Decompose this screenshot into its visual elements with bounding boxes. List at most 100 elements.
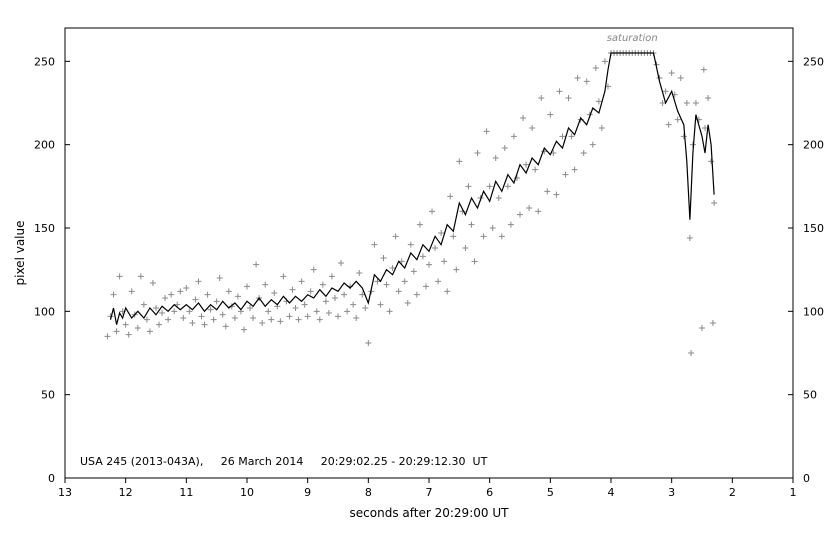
data-point [104,333,111,340]
data-point [523,161,530,168]
data-point [134,325,141,331]
x-tick-label: 11 [179,486,193,499]
data-point [177,288,184,295]
data-point [480,233,487,240]
x-axis-title: seconds after 20:29:00 UT [350,506,510,520]
data-point [277,318,284,325]
data-point [568,133,575,140]
data-point [186,308,193,315]
x-tick-label: 2 [729,486,736,499]
data-point [153,305,159,311]
data-point [426,261,432,268]
data-point [683,100,690,106]
data-point [371,241,378,248]
data-point [113,328,120,335]
data-point [702,125,709,131]
data-point [183,285,190,291]
data-point [244,283,250,290]
y-tick-label-right: 50 [803,389,817,402]
data-point [149,280,156,286]
data-point [529,125,536,131]
data-point [407,241,414,248]
data-point [410,268,417,275]
data-point [453,266,460,273]
y-axis-title: pixel value [13,221,27,286]
data-point [295,316,302,323]
data-point [553,191,560,198]
data-point [374,278,381,285]
data-point [344,308,351,315]
data-point [122,321,129,328]
y-tick-label-left: 50 [41,389,55,402]
data-point [319,281,326,288]
data-point [259,320,266,326]
data-point [128,288,135,295]
data-point [180,315,187,321]
data-point [341,291,348,298]
data-point [538,95,545,101]
data-point [140,301,147,308]
data-point [699,325,705,331]
data-point [304,313,311,320]
data-point [404,300,411,306]
data-point [556,88,563,95]
data-point [168,291,175,298]
data-point [507,221,514,228]
data-point [192,296,199,303]
y-tick-label-left: 150 [34,222,55,235]
data-point [165,316,172,323]
data-point [292,305,299,311]
data-point [386,308,393,315]
data-point [228,303,235,310]
data-point [289,286,296,293]
data-point [547,111,554,118]
data-point [307,288,314,295]
x-axis: 13 12 11 10 9 8 7 6 5 4 3 2 1 [58,478,797,499]
data-point [419,253,426,260]
data-point [686,235,693,241]
data-point [322,298,329,305]
data-point [231,315,238,321]
y-tick-label-right: 250 [803,55,824,68]
data-point [456,158,463,165]
data-point [501,145,508,151]
data-point [310,266,317,273]
data-point [592,65,599,71]
data-point [216,275,223,281]
data-point [380,255,387,261]
data-point [250,315,257,321]
data-point [159,310,166,316]
data-point [198,313,205,320]
data-point [225,288,232,295]
data-point [429,208,436,215]
data-point [171,308,178,315]
data-point [325,310,332,316]
data-point [156,321,163,328]
data-point [189,320,196,326]
data-point [562,171,569,178]
data-point [416,221,423,228]
plot-frame [64,27,794,479]
data-point [298,278,305,285]
data-point [583,78,590,85]
data-point [338,260,345,266]
data-point [709,320,716,326]
data-point [316,316,323,323]
data-point [532,166,539,173]
data-point [392,233,399,240]
running-mean-line [109,52,715,325]
x-tick-label: 1 [790,486,797,499]
data-point [700,66,707,73]
data-point [498,233,505,240]
data-point [601,58,608,65]
saturation-label: saturation [607,33,658,44]
x-tick-label: 5 [547,486,554,499]
data-point [504,183,511,190]
data-point [705,95,712,101]
data-point [668,70,675,76]
data-point [474,150,481,156]
data-point [659,100,666,106]
data-point [438,230,445,236]
data-point [688,350,695,356]
